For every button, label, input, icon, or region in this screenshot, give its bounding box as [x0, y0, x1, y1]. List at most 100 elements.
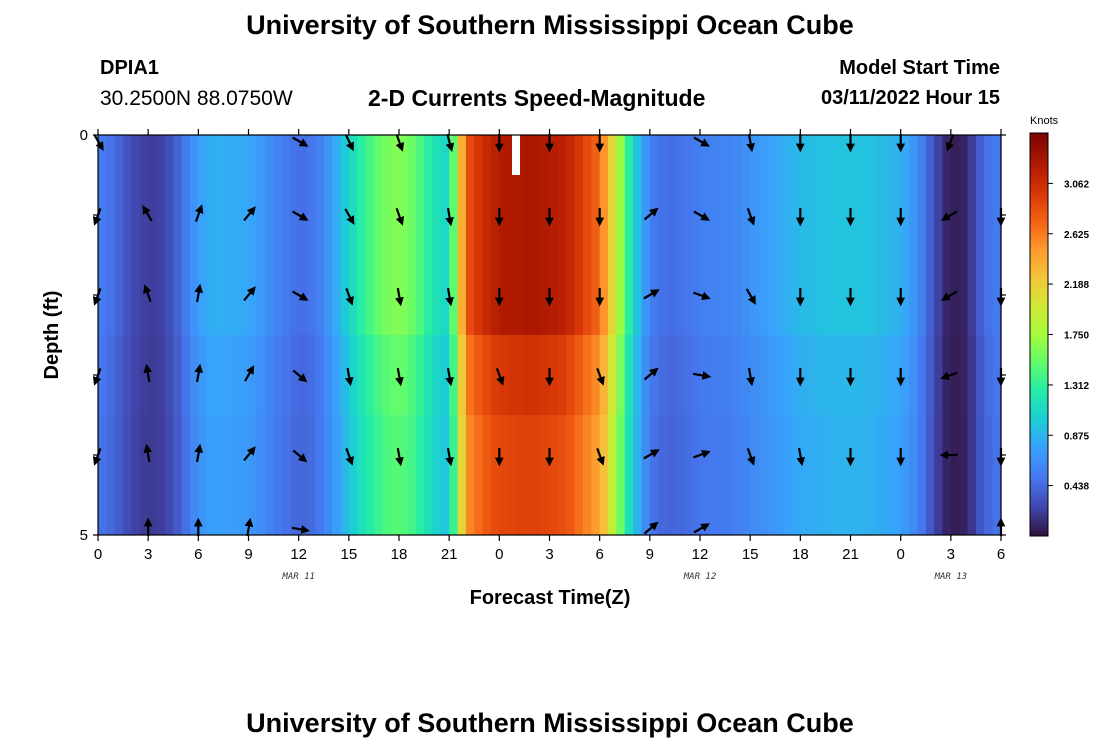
heatmap-cell: [666, 415, 676, 496]
heatmap-cell: [950, 255, 960, 336]
current-arrow: [143, 363, 153, 383]
heatmap-cell: [875, 335, 885, 416]
heatmap-cell: [524, 335, 534, 416]
y-axis: 05: [80, 127, 1006, 544]
heatmap-cell: [340, 495, 350, 536]
heatmap-cell: [733, 335, 743, 416]
heatmap-cell: [332, 415, 342, 496]
heatmap-cell: [549, 415, 559, 496]
heatmap-cell: [340, 175, 350, 256]
current-arrow: [746, 448, 756, 466]
missing-data-marker: [512, 135, 520, 175]
heatmap-cell: [867, 135, 877, 176]
heatmap-cell: [800, 495, 810, 536]
heatmap-cell: [106, 135, 116, 176]
heatmap-cell: [591, 135, 601, 176]
heatmap-cell: [608, 135, 617, 176]
heatmap-cell: [741, 175, 751, 256]
heatmap-cell: [139, 415, 149, 496]
heatmap-cells: [98, 135, 1002, 536]
heatmap-cell: [307, 415, 316, 496]
heatmap-cell: [950, 335, 960, 416]
heatmap-cell: [725, 415, 735, 496]
heatmap-cell: [189, 495, 199, 536]
current-arrow: [693, 291, 711, 301]
heatmap-cell: [674, 495, 684, 536]
heatmap-cell: [365, 135, 375, 176]
heatmap-cell: [198, 175, 208, 256]
heatmap-cell: [516, 135, 526, 176]
heatmap-cell: [106, 255, 116, 336]
heatmap-cell: [825, 255, 835, 336]
heatmap-cell: [959, 175, 969, 256]
heatmap-cell: [975, 495, 985, 536]
heatmap-cell: [574, 175, 584, 256]
heatmap-cell: [474, 415, 484, 496]
heatmap-cell: [265, 255, 275, 336]
heatmap-cell: [281, 415, 291, 496]
heatmap-cell: [708, 335, 718, 416]
heatmap-cell: [281, 255, 291, 336]
heatmap-cell: [574, 135, 584, 176]
heatmap-cell: [131, 255, 141, 336]
heatmap-cell: [415, 495, 425, 536]
heatmap-cell: [440, 415, 450, 496]
heatmap-cell: [490, 335, 500, 416]
heatmap-cell: [173, 135, 183, 176]
model-start-value: 03/11/2022 Hour 15: [820, 87, 1000, 109]
heatmap-cell: [139, 175, 149, 256]
heatmap-cell: [123, 335, 133, 416]
heatmap-cell: [557, 255, 567, 336]
heatmap-cell: [98, 415, 107, 496]
heatmap-cell: [373, 135, 383, 176]
heatmap-cell: [892, 255, 902, 336]
heatmap-cell: [323, 175, 333, 256]
heatmap-cell: [507, 415, 517, 496]
heatmap-cell: [206, 135, 216, 176]
heatmap-cell: [624, 415, 634, 496]
heatmap-cell: [465, 175, 475, 256]
y-axis-label: Depth (ft): [41, 291, 63, 380]
heatmap-cell: [457, 135, 467, 176]
heatmap-cell: [750, 135, 760, 176]
heatmap-cell: [549, 175, 559, 256]
heatmap-cell: [390, 495, 400, 536]
heatmap-cell: [992, 175, 1002, 256]
heatmap-cell: [148, 335, 158, 416]
heatmap-cell: [532, 255, 542, 336]
heatmap-cell: [800, 135, 810, 176]
heatmap-cell: [708, 415, 718, 496]
current-arrow: [142, 205, 153, 222]
heatmap-cell: [967, 175, 977, 256]
heatmap-cell: [867, 495, 877, 536]
x-date-label: MAR 11: [281, 572, 315, 582]
heatmap-cell: [850, 135, 860, 176]
heatmap-cell: [775, 255, 785, 336]
heatmap-cell: [223, 335, 233, 416]
heatmap-cell: [875, 175, 885, 256]
heatmap-cell: [975, 335, 985, 416]
colorbar-gradient: [1029, 132, 1049, 537]
heatmap-cell: [131, 495, 141, 536]
heatmap-cell: [407, 255, 417, 336]
heatmap-cell: [616, 175, 626, 256]
heatmap-cell: [465, 135, 475, 176]
heatmap-cell: [231, 335, 241, 416]
heatmap-cell: [959, 135, 969, 176]
heatmap-cell: [198, 495, 208, 536]
heatmap-cell: [139, 335, 149, 416]
current-arrow: [445, 447, 454, 467]
heatmap-cell: [582, 255, 592, 336]
heatmap-cell: [766, 335, 776, 416]
heatmap-cell: [599, 135, 609, 176]
heatmap-cell: [223, 495, 233, 536]
x-tick-label: 3: [144, 546, 152, 563]
heatmap-cell: [223, 175, 233, 256]
heatmap-cell: [992, 335, 1002, 416]
heatmap-cell: [833, 415, 843, 496]
heatmap-cell: [917, 135, 927, 176]
heatmap-cell: [641, 335, 651, 416]
heatmap-cell: [750, 335, 760, 416]
heatmap-cell: [892, 175, 902, 256]
heatmap-cell: [465, 335, 475, 416]
